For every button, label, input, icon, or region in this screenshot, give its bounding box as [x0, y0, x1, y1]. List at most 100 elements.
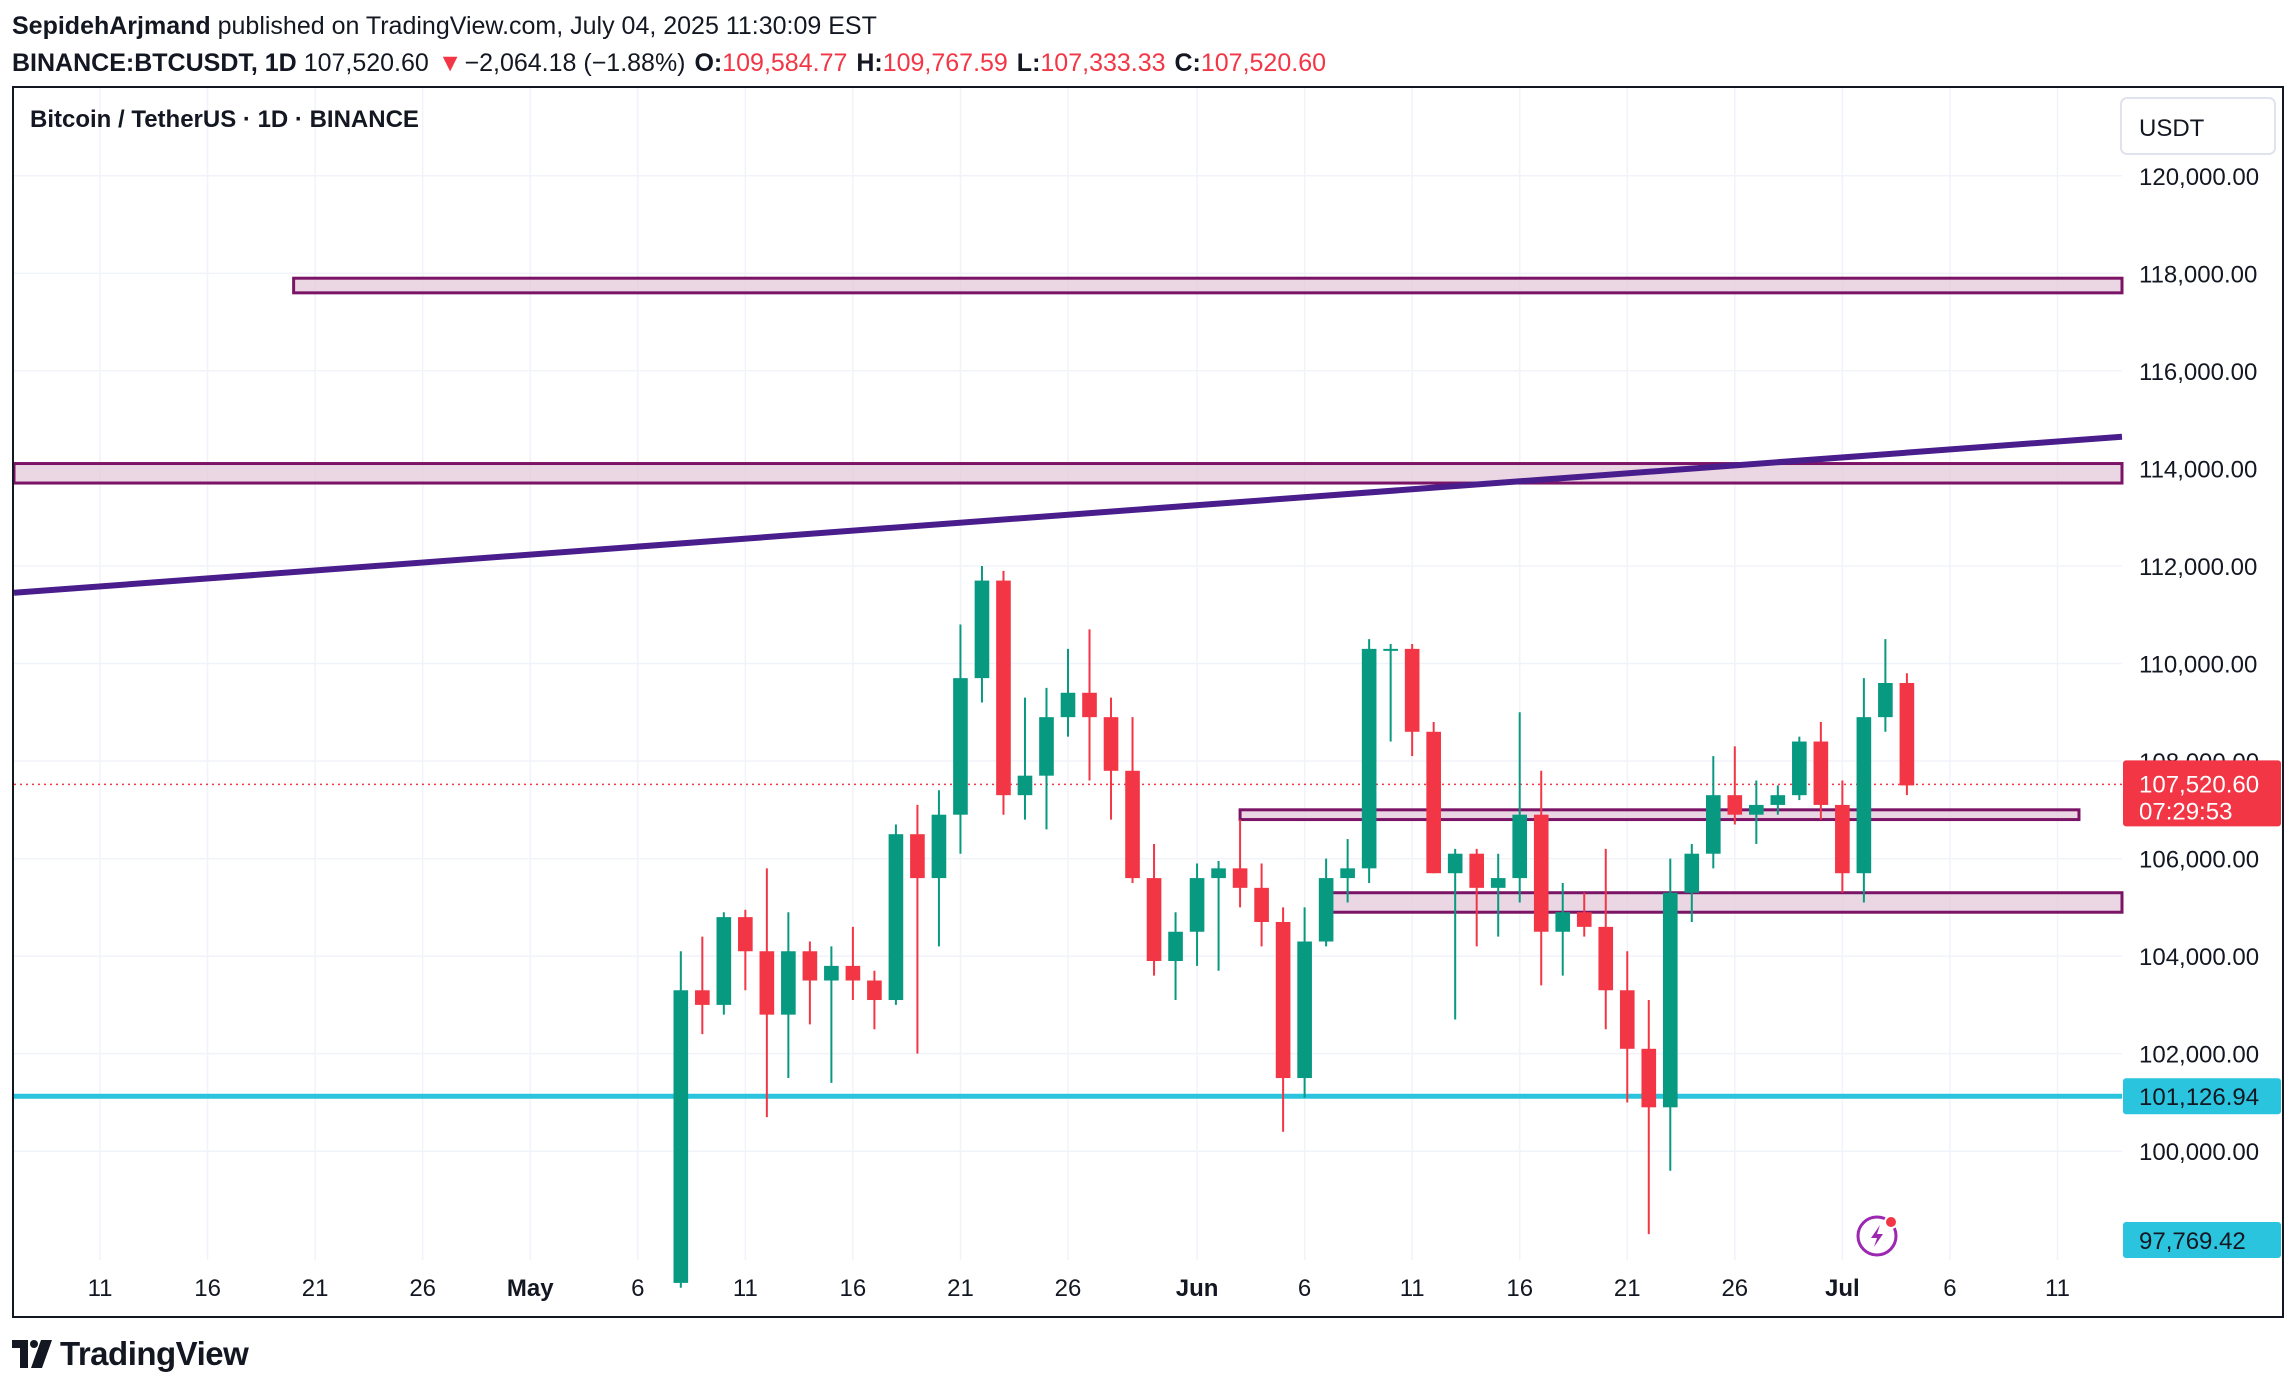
candle	[1512, 712, 1528, 903]
candle-body	[1103, 717, 1119, 771]
y-tick-label: 110,000.00	[2139, 652, 2257, 679]
candle	[1060, 648, 1076, 737]
candle	[1017, 697, 1033, 820]
zone-105k	[1324, 891, 2124, 914]
high-value: 109,767.59	[882, 49, 1008, 77]
last-price-badge	[2123, 760, 2281, 827]
x-tick-label: 6	[1943, 1275, 1956, 1302]
candle-body	[1361, 648, 1377, 869]
lightning-icon[interactable]	[1856, 1215, 1898, 1257]
candle-body	[1146, 878, 1162, 962]
candle-body	[1555, 912, 1571, 932]
candle	[824, 946, 839, 1083]
candle-body	[1340, 868, 1355, 879]
x-axis: 11 16 21 26 May 6 11 16 21 26 Jun 6 11 16 21 26 Jul 6 11	[88, 1275, 2070, 1302]
zone-114k	[14, 462, 2124, 485]
candle	[1749, 780, 1764, 844]
candle	[1426, 722, 1441, 874]
bottom-marker-label: 97,769.42	[2139, 1228, 2246, 1255]
candle	[1684, 843, 1700, 922]
candle-body	[1082, 692, 1097, 718]
candle	[1318, 858, 1334, 947]
x-tick-label: 6	[631, 1275, 644, 1302]
trendline	[14, 433, 2123, 596]
candle	[1576, 892, 1592, 937]
candle-body	[1490, 878, 1506, 888]
candle	[1555, 882, 1571, 976]
candle	[1835, 780, 1850, 893]
high-label: H:	[856, 49, 883, 77]
candle-body	[1641, 1048, 1657, 1108]
candle	[1211, 861, 1226, 971]
zones	[14, 276, 2124, 914]
x-tick-label: 11	[1400, 1275, 1425, 1302]
y-axis: 100,000.00 102,000.00 104,000.00 106,000.00…	[2139, 164, 2259, 1166]
x-tick-label: 16	[194, 1275, 221, 1302]
candle-body	[1469, 853, 1485, 888]
candle	[1361, 639, 1377, 883]
candle	[802, 941, 818, 1025]
y-tick-label: 100,000.00	[2139, 1139, 2259, 1166]
candle-body	[1254, 887, 1269, 922]
currency-button[interactable]: USDT	[2120, 97, 2276, 155]
candle-body	[824, 965, 839, 981]
candle-body	[781, 951, 796, 1015]
tradingview-logo[interactable]: TradingView	[12, 1332, 249, 1376]
chart-header: SepidehArjmand published on TradingView.…	[12, 8, 1328, 82]
candle-body	[1662, 892, 1678, 1108]
candle	[910, 804, 925, 1054]
chart-title: Bitcoin / TetherUS · 1D · BINANCE	[30, 106, 419, 133]
candles	[673, 565, 1915, 1288]
candle-body	[1189, 878, 1205, 932]
zone-107k	[1238, 808, 2081, 822]
low-label: L:	[1016, 49, 1041, 77]
candle-body	[1705, 795, 1721, 854]
candle-body	[1813, 741, 1829, 805]
candle-body	[1727, 795, 1743, 815]
publish-line: SepidehArjmand published on TradingView.…	[12, 8, 1328, 45]
candle	[1168, 912, 1183, 1001]
candle-body	[1856, 717, 1872, 874]
candle-body	[867, 980, 882, 1001]
author-name[interactable]: SepidehArjmand	[12, 12, 211, 40]
candle	[1662, 858, 1678, 1171]
candle-body	[1404, 648, 1420, 732]
candle	[695, 936, 710, 1035]
trendline-group	[14, 433, 2123, 596]
x-tick-label: 6	[1298, 1275, 1311, 1302]
bottom-marker-badge	[2123, 1222, 2281, 1258]
brand-name: TradingView	[60, 1335, 249, 1372]
candle-body	[1533, 814, 1549, 932]
candle-body	[1211, 868, 1226, 879]
x-tick-label: 26	[1055, 1275, 1082, 1302]
candle-body	[1598, 926, 1614, 991]
symbol-label: BINANCE:BTCUSDT, 1D	[12, 49, 297, 77]
candle	[1082, 629, 1097, 781]
candle	[888, 824, 904, 1005]
x-tick-label: 11	[88, 1275, 113, 1302]
open-value: 109,584.77	[722, 49, 848, 77]
candle-body	[1039, 717, 1054, 776]
candle	[1770, 785, 1786, 815]
candle	[673, 951, 689, 1288]
chart-frame	[12, 86, 2284, 1318]
candle	[931, 790, 947, 947]
y-tick-label: 106,000.00	[2139, 847, 2259, 874]
candle-body	[1168, 931, 1183, 962]
candle	[1490, 853, 1506, 937]
open-label: O:	[694, 49, 723, 77]
candle	[1878, 639, 1893, 732]
candle	[953, 624, 968, 854]
candle	[974, 565, 990, 703]
x-tick-label: 16	[1506, 1275, 1533, 1302]
candle-body	[1770, 795, 1786, 805]
candle-body	[1749, 804, 1764, 815]
support-label: 101,126.94	[2139, 1084, 2259, 1111]
candle-body	[1426, 731, 1441, 874]
currency-label[interactable]: USDT	[2139, 115, 2205, 142]
price-chart[interactable]: 100,000.00 102,000.00 104,000.00 106,000.00…	[14, 88, 2282, 1316]
x-tick-label: 11	[2045, 1275, 2070, 1302]
candle-body	[888, 834, 904, 1001]
candle	[1103, 697, 1119, 820]
